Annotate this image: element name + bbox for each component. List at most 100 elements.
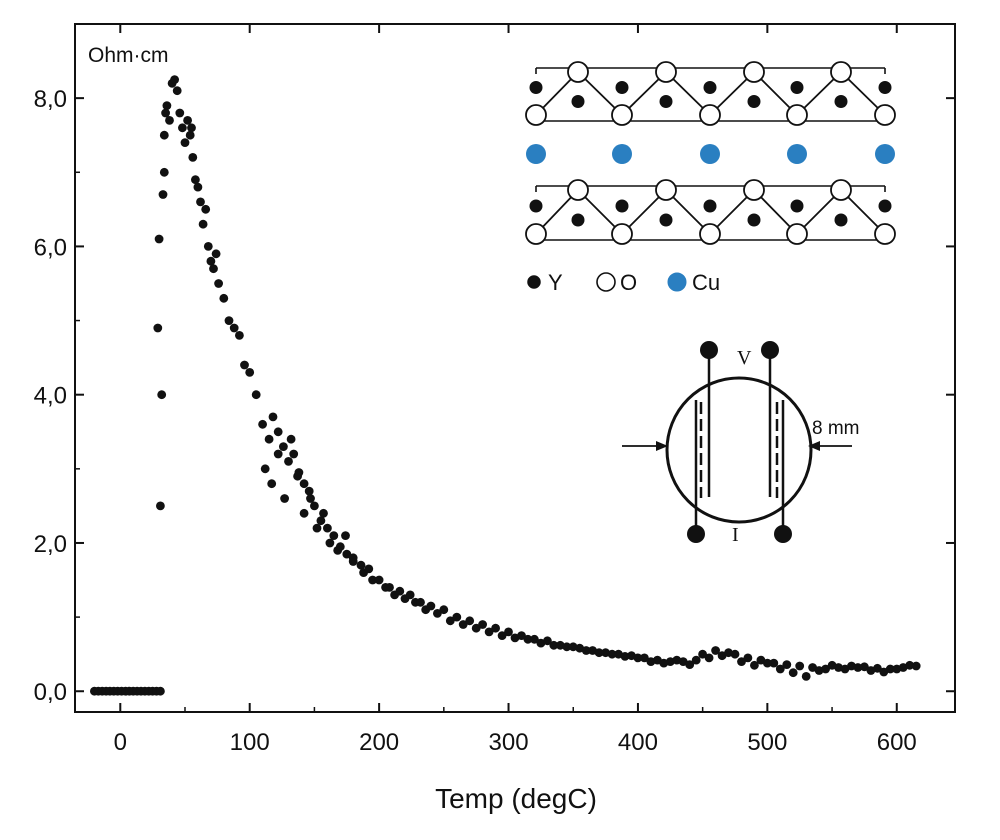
y-axis: 0,0 2,0 4,0 6,0 8,0 bbox=[34, 86, 955, 706]
y-atom bbox=[790, 81, 804, 94]
y-tick-label: 0,0 bbox=[34, 679, 67, 706]
data-point bbox=[178, 123, 187, 133]
data-point bbox=[312, 523, 322, 533]
o-atom bbox=[525, 223, 547, 245]
y-tick-label: 8,0 bbox=[34, 86, 67, 113]
data-point bbox=[306, 494, 315, 503]
voltage-label: V bbox=[737, 347, 752, 369]
data-point bbox=[788, 668, 798, 678]
x-axis: 0 100 200 300 400 500 600 bbox=[114, 24, 917, 756]
data-point bbox=[299, 479, 309, 489]
data-point bbox=[416, 597, 425, 607]
cu-atom bbox=[875, 144, 895, 164]
x-tick-label: 0 bbox=[114, 729, 127, 756]
data-point bbox=[775, 664, 785, 674]
data-point bbox=[245, 368, 255, 377]
data-point bbox=[323, 523, 332, 533]
data-point bbox=[175, 108, 185, 118]
y-atom bbox=[615, 81, 629, 94]
diameter-label: 8 mm bbox=[812, 418, 860, 439]
data-point bbox=[299, 508, 309, 518]
y-tick-label: 4,0 bbox=[34, 383, 67, 410]
y-atom bbox=[571, 95, 585, 108]
data-point bbox=[348, 553, 358, 563]
y-atom bbox=[615, 199, 629, 213]
data-point bbox=[814, 666, 824, 675]
data-point bbox=[267, 479, 277, 489]
data-point bbox=[293, 471, 302, 481]
sample-disc bbox=[665, 376, 813, 524]
data-point bbox=[156, 686, 165, 696]
data-point bbox=[159, 130, 169, 140]
data-point bbox=[433, 609, 442, 618]
data-point bbox=[711, 646, 720, 655]
data-point bbox=[341, 531, 350, 540]
data-point bbox=[201, 204, 211, 214]
y-atom bbox=[703, 81, 717, 94]
data-point bbox=[478, 620, 487, 629]
o-atom bbox=[874, 104, 896, 126]
legend-o-label: O bbox=[620, 270, 637, 295]
data-point bbox=[426, 601, 436, 611]
data-point bbox=[879, 667, 889, 677]
y-atom bbox=[790, 199, 804, 213]
x-tick-label: 400 bbox=[618, 729, 658, 756]
data-point bbox=[672, 655, 682, 665]
x-tick-label: 600 bbox=[877, 729, 917, 756]
x-tick-label: 100 bbox=[230, 729, 270, 756]
data-point bbox=[279, 442, 288, 451]
cu-atom bbox=[526, 144, 546, 164]
o-atom bbox=[567, 61, 589, 83]
y-atom bbox=[747, 95, 761, 108]
data-point bbox=[161, 108, 171, 118]
data-point bbox=[240, 360, 249, 370]
data-point bbox=[214, 279, 224, 288]
structure-legend: Y O Cu bbox=[527, 270, 720, 295]
data-point bbox=[185, 130, 195, 140]
data-point bbox=[329, 531, 339, 540]
data-point bbox=[162, 101, 172, 110]
data-point bbox=[203, 242, 213, 251]
y-atom bbox=[571, 213, 585, 227]
o-atom bbox=[655, 179, 677, 201]
data-point bbox=[491, 623, 500, 633]
data-point bbox=[452, 612, 462, 622]
data-point bbox=[801, 672, 811, 681]
data-point bbox=[782, 660, 792, 669]
x-axis-title: Temp (degC) bbox=[435, 783, 597, 814]
data-point bbox=[165, 116, 174, 125]
data-point bbox=[264, 434, 274, 444]
data-point bbox=[607, 649, 617, 659]
data-point bbox=[691, 655, 701, 665]
o-atom bbox=[611, 104, 633, 126]
legend-y-label: Y bbox=[548, 270, 563, 295]
data-point bbox=[523, 634, 533, 644]
x-tick-label: 300 bbox=[489, 729, 529, 756]
data-point bbox=[840, 664, 850, 674]
data-point bbox=[769, 658, 779, 668]
y-atom bbox=[878, 199, 892, 213]
data-point bbox=[268, 412, 278, 422]
data-point bbox=[827, 660, 837, 670]
data-point bbox=[280, 494, 289, 503]
data-point bbox=[196, 197, 205, 207]
cu-atom bbox=[700, 144, 720, 164]
data-point bbox=[504, 627, 513, 637]
o-atom bbox=[786, 223, 808, 245]
data-point bbox=[737, 657, 746, 666]
data-point bbox=[316, 516, 326, 526]
o-atom bbox=[655, 61, 677, 83]
dimension-arrowhead-left bbox=[656, 441, 668, 451]
dimension-arrowhead-right bbox=[808, 441, 820, 451]
data-point bbox=[620, 652, 630, 661]
data-point bbox=[724, 648, 733, 658]
data-point bbox=[211, 249, 221, 259]
data-point bbox=[704, 653, 714, 663]
o-atom bbox=[830, 179, 852, 201]
data-point bbox=[219, 293, 229, 303]
data-point bbox=[543, 636, 552, 646]
o-atom bbox=[743, 61, 765, 83]
data-point bbox=[157, 390, 167, 400]
y-atom bbox=[747, 213, 761, 227]
